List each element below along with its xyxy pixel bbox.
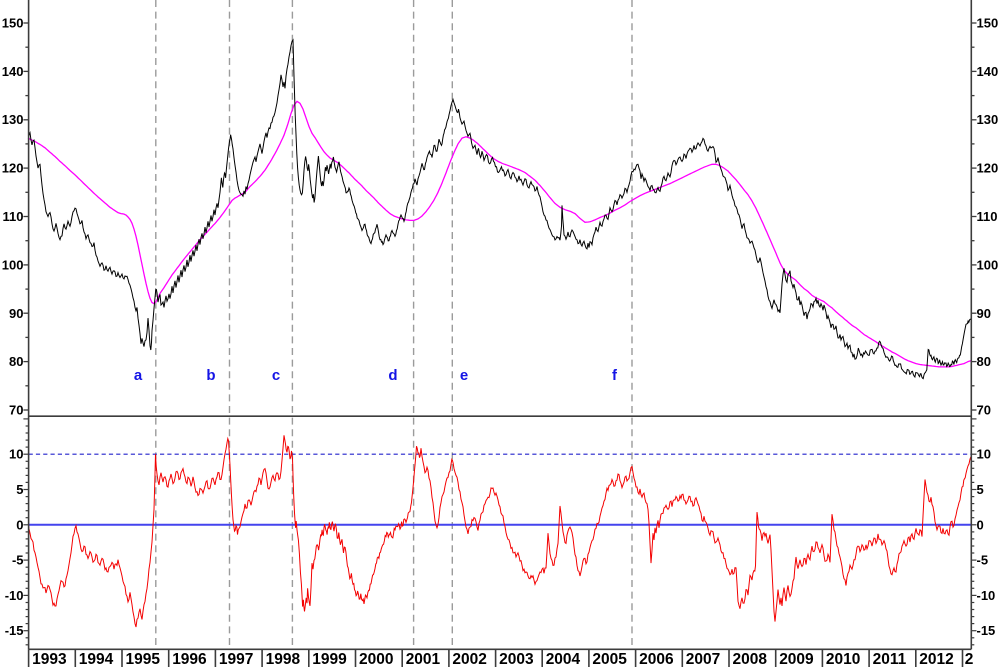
svg-text:d: d <box>388 367 397 384</box>
svg-text:1997: 1997 <box>219 651 253 667</box>
svg-text:-15: -15 <box>5 623 24 638</box>
svg-text:f: f <box>612 367 618 384</box>
svg-text:5: 5 <box>16 482 23 497</box>
svg-text:140: 140 <box>2 64 24 79</box>
svg-text:2010: 2010 <box>826 651 860 667</box>
svg-text:2003: 2003 <box>499 651 534 667</box>
svg-text:80: 80 <box>977 354 991 369</box>
svg-text:2012: 2012 <box>919 651 953 667</box>
svg-text:b: b <box>206 367 215 384</box>
svg-text:2011: 2011 <box>873 651 907 667</box>
svg-text:70: 70 <box>977 403 991 418</box>
svg-text:1995: 1995 <box>126 651 161 667</box>
svg-text:2002: 2002 <box>452 651 486 667</box>
svg-text:1996: 1996 <box>172 651 207 667</box>
svg-text:2001: 2001 <box>406 651 441 667</box>
svg-text:90: 90 <box>977 306 991 321</box>
svg-text:2008: 2008 <box>733 651 768 667</box>
svg-text:80: 80 <box>9 354 23 369</box>
svg-text:2004: 2004 <box>546 651 581 667</box>
svg-text:110: 110 <box>3 209 24 224</box>
svg-text:120: 120 <box>977 161 999 176</box>
svg-text:c: c <box>272 367 280 384</box>
svg-text:-10: -10 <box>5 588 24 603</box>
svg-text:-15: -15 <box>977 623 996 638</box>
svg-text:a: a <box>134 367 143 384</box>
svg-text:-5: -5 <box>12 553 24 568</box>
svg-text:1998: 1998 <box>266 651 301 667</box>
svg-text:2005: 2005 <box>592 651 627 667</box>
svg-text:130: 130 <box>2 112 24 127</box>
svg-text:-5: -5 <box>977 553 989 568</box>
svg-text:1999: 1999 <box>312 651 347 667</box>
svg-text:10: 10 <box>977 447 991 462</box>
svg-text:2000: 2000 <box>359 651 393 667</box>
svg-text:130: 130 <box>977 112 999 127</box>
svg-text:0: 0 <box>977 517 984 532</box>
svg-text:150: 150 <box>977 16 999 31</box>
svg-text:90: 90 <box>9 306 23 321</box>
svg-text:100: 100 <box>977 257 999 272</box>
svg-text:100: 100 <box>2 257 24 272</box>
svg-text:120: 120 <box>2 161 24 176</box>
svg-text:-10: -10 <box>977 588 996 603</box>
svg-text:2007: 2007 <box>686 651 720 667</box>
svg-text:1993: 1993 <box>32 651 67 667</box>
svg-text:e: e <box>460 367 468 384</box>
svg-text:110: 110 <box>977 209 998 224</box>
svg-text:10: 10 <box>9 447 23 462</box>
svg-text:2: 2 <box>965 651 974 667</box>
svg-text:0: 0 <box>16 517 23 532</box>
svg-text:2009: 2009 <box>779 651 814 667</box>
svg-text:5: 5 <box>977 482 984 497</box>
svg-text:150: 150 <box>2 16 24 31</box>
svg-text:1994: 1994 <box>79 651 114 667</box>
svg-text:140: 140 <box>977 64 999 79</box>
svg-text:70: 70 <box>9 403 23 418</box>
svg-text:2006: 2006 <box>639 651 674 667</box>
